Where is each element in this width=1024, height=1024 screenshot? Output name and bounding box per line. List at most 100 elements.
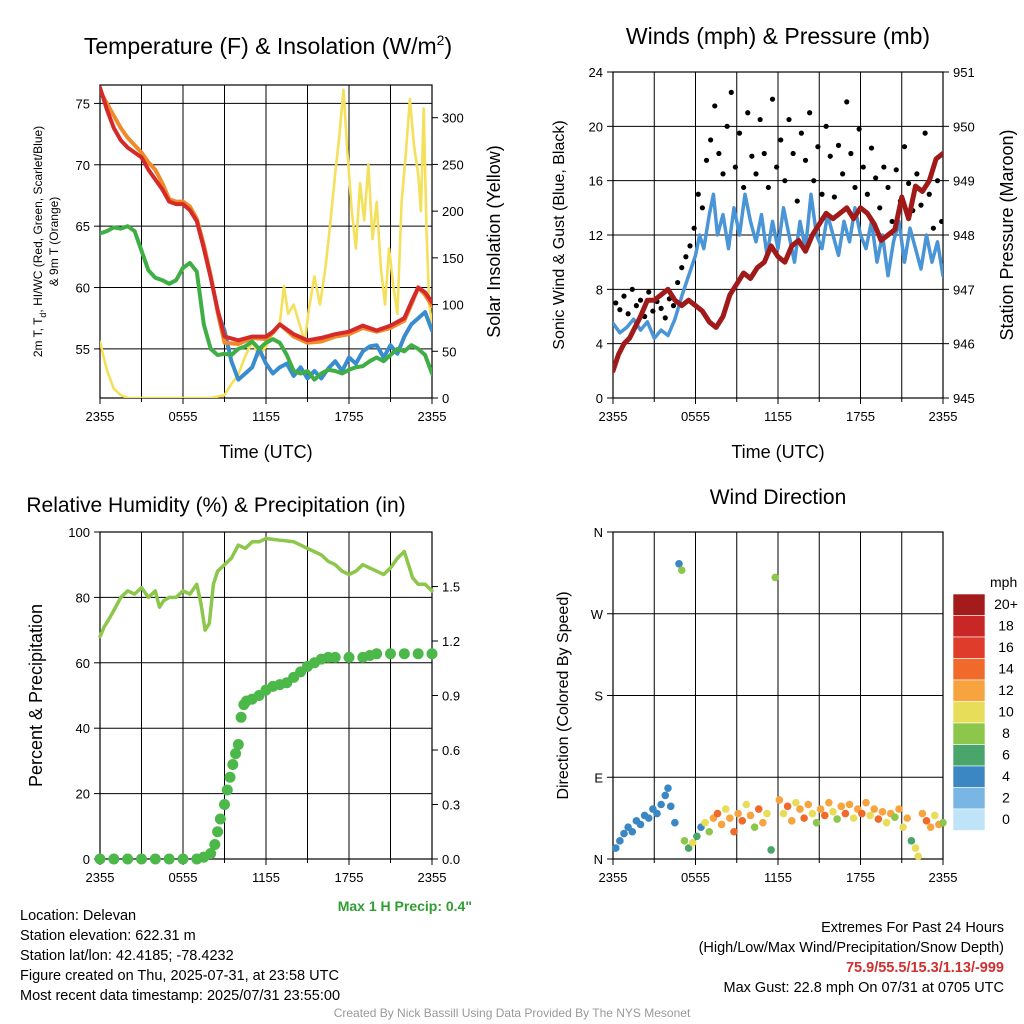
gust-point — [802, 157, 809, 163]
chart-title-direction: Wind Direction — [710, 486, 847, 509]
chart-title-humidity: Relative Humidity (%) & Precipitation (i… — [26, 494, 405, 517]
temperature-series-1 — [100, 88, 432, 398]
gust-point — [918, 202, 924, 208]
y-axis-label: Percent & Precipitation — [26, 604, 46, 787]
direction-point — [701, 818, 709, 827]
gust-point — [786, 116, 792, 123]
direction-point — [787, 817, 796, 825]
elevation-text: Station elevation: 622.31 m — [20, 928, 196, 944]
y2-tick-label: 1.2 — [442, 634, 460, 649]
y-tick-label: W — [591, 607, 604, 622]
direction-point — [738, 817, 747, 825]
x-tick-label: 2355 — [86, 870, 115, 885]
precip-point — [149, 853, 161, 865]
gust-point — [856, 126, 862, 132]
y-tick-label: N — [594, 852, 603, 867]
y-tick-label: S — [594, 689, 603, 704]
gust-point — [633, 303, 639, 309]
precip-point — [212, 826, 224, 838]
recent-data-text: Most recent data timestamp: 2025/07/31 2… — [20, 988, 341, 1004]
direction-point — [771, 573, 780, 582]
legend-label: 10 — [998, 704, 1014, 720]
direction-point — [783, 802, 792, 811]
direction-point — [922, 817, 931, 825]
direction-point — [705, 827, 714, 836]
y2-tick-label: 948 — [953, 228, 975, 243]
y-tick-label: 4 — [596, 337, 603, 352]
x-tick-label: 1155 — [764, 409, 792, 424]
gust-point — [844, 99, 850, 105]
y-tick-label: 20 — [76, 787, 90, 802]
direction-point — [899, 823, 907, 832]
x-tick-label: 2355 — [599, 870, 628, 885]
legend-swatch — [952, 615, 986, 638]
gust-point — [873, 175, 879, 181]
gust-point — [757, 116, 763, 123]
gust-point — [922, 130, 928, 136]
legend-swatch — [952, 808, 986, 831]
gust-point — [934, 178, 941, 184]
gust-point — [708, 137, 714, 143]
gust-point — [613, 300, 619, 306]
precip-point — [343, 651, 355, 663]
direction-point — [903, 814, 912, 822]
gust-point — [774, 164, 780, 170]
chart-title-temperature: Temperature (F) & Insolation (W/m2) — [84, 32, 452, 59]
y-tick-label: 16 — [589, 174, 603, 189]
y-tick-label: E — [594, 770, 603, 785]
direction-point — [721, 805, 730, 813]
x-tick-label: 0555 — [169, 409, 198, 424]
precip-point — [177, 853, 189, 865]
direction-point — [820, 811, 829, 820]
legend-swatch — [952, 744, 986, 767]
gust-point — [798, 130, 804, 136]
gust-point — [687, 243, 693, 249]
legend-label: 18 — [998, 618, 1014, 634]
precip-point — [232, 739, 244, 751]
direction-point — [837, 802, 846, 811]
legend-swatch — [952, 636, 986, 659]
precip-point — [371, 648, 383, 660]
direction-point — [833, 815, 841, 823]
direction-point — [661, 791, 670, 800]
gust-point — [716, 150, 722, 157]
precip-point — [136, 853, 147, 865]
direction-point — [664, 784, 672, 792]
gust-point — [778, 137, 784, 143]
precip-point — [385, 648, 396, 660]
precip-point — [205, 848, 217, 860]
direction-point — [812, 818, 821, 827]
y2-tick-label: 947 — [953, 282, 975, 297]
legend-label: 16 — [998, 639, 1014, 655]
y-tick-label: 80 — [76, 590, 90, 605]
y-tick-label: 0 — [596, 391, 603, 406]
direction-point — [666, 802, 675, 811]
extremes-title: Extremes For Past 24 Hours — [821, 920, 1004, 936]
precip-point — [219, 799, 230, 810]
x-tick-label: 2355 — [86, 409, 115, 424]
x-axis-label: Time (UTC) — [219, 442, 312, 462]
gust-point — [625, 311, 631, 317]
gust-point — [745, 110, 751, 116]
direction-point — [754, 805, 763, 813]
y-axis-label: Direction (Colored By Speed) — [555, 591, 572, 799]
precip-point — [329, 651, 341, 663]
x-tick-label: 1155 — [252, 409, 280, 424]
y2-tick-label: 50 — [442, 344, 456, 359]
direction-point — [849, 814, 858, 822]
y2-tick-label: 150 — [442, 251, 464, 266]
y-axis-label-line2: & 9m T (Orange) — [47, 197, 61, 287]
direction-point — [926, 823, 935, 832]
gust-point — [906, 180, 912, 186]
direction-point — [657, 800, 665, 809]
direction-point — [675, 559, 683, 568]
direction-point — [825, 798, 833, 807]
direction-point — [895, 805, 903, 813]
panel-4: 2355 0555 1155 1755 2355 N E S W N Wind Direction D… — [555, 486, 1018, 885]
direction-point — [644, 814, 653, 822]
direction-point — [858, 809, 866, 818]
temperature-series-5 — [100, 224, 432, 382]
y-axis-label: 2m T, Td, HI/WC (Red, Green, Scarlet/Blu… — [31, 126, 48, 357]
gust-point — [637, 297, 644, 303]
y-tick-label: N — [594, 525, 603, 540]
